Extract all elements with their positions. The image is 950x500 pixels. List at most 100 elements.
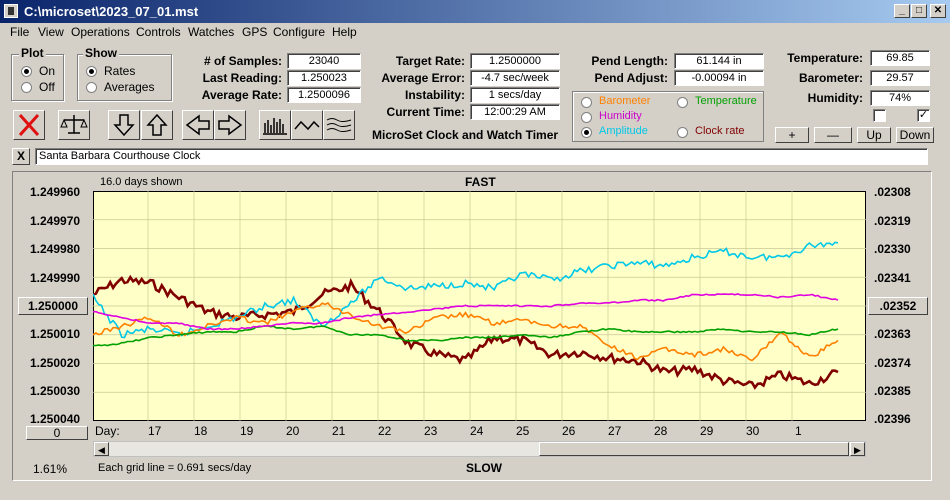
y-left-tick: 1.250040 xyxy=(30,412,81,426)
days-shown: 16.0 days shown xyxy=(100,176,183,188)
samples-label: # of Samples: xyxy=(203,54,282,68)
series-humidity-radio[interactable] xyxy=(581,112,592,123)
down-arrow-button[interactable] xyxy=(108,110,140,140)
menu-gps[interactable]: GPS xyxy=(242,25,268,39)
x-tick: 30 xyxy=(746,424,760,438)
plus-button[interactable]: + xyxy=(775,127,809,143)
amplitude-center-button[interactable]: .02352 xyxy=(868,297,928,315)
slow-label: SLOW xyxy=(466,461,502,475)
plot-off-label: Off xyxy=(39,80,55,94)
series-line xyxy=(93,301,839,362)
y-right-tick: .02308 xyxy=(874,185,911,199)
minimize-button[interactable]: _ xyxy=(894,4,910,18)
day-label: Day: xyxy=(95,424,120,438)
pend-adjust-label: Pend Adjust: xyxy=(594,71,668,85)
arrow-right-icon xyxy=(218,114,243,136)
right-arrow-button[interactable] xyxy=(214,110,246,140)
y-right-tick: .02374 xyxy=(874,356,911,370)
rate-chart xyxy=(93,191,866,421)
plot-panel xyxy=(12,171,932,481)
series-selector xyxy=(572,91,764,142)
series-clock-rate-radio[interactable] xyxy=(677,127,688,138)
show-averages-label: Averages xyxy=(104,80,155,94)
horizontal-scrollbar[interactable]: ◀ ▶ xyxy=(93,441,866,457)
menu-help[interactable]: Help xyxy=(332,25,357,39)
plot-off-radio[interactable] xyxy=(21,82,32,93)
app-icon xyxy=(4,4,18,18)
y-left-tick: 1.249990 xyxy=(30,271,81,285)
show-averages-radio[interactable] xyxy=(86,82,97,93)
barometer-value: 29.57 xyxy=(870,70,930,86)
x-tick: 27 xyxy=(608,424,622,438)
y-left-tick: 1.249960 xyxy=(30,185,81,199)
window-title: C:\microset\2023_07_01.mst xyxy=(24,4,199,19)
stop-button[interactable] xyxy=(13,110,45,140)
menu-configure[interactable]: Configure xyxy=(273,25,326,39)
down-button[interactable]: Down xyxy=(896,127,934,143)
x-tick: 17 xyxy=(148,424,162,438)
balance-button[interactable] xyxy=(58,110,90,140)
y-right-tick: .02319 xyxy=(874,214,911,228)
y-right-tick: .02385 xyxy=(874,384,911,398)
y-left-tick: 1.250010 xyxy=(30,327,81,341)
show-rates-label: Rates xyxy=(104,64,136,78)
bar-graph-button[interactable] xyxy=(259,110,291,140)
menu-watches[interactable]: Watches xyxy=(188,25,235,39)
series-temperature-radio[interactable] xyxy=(677,97,688,108)
avg-rate-value: 1.2500096 xyxy=(287,87,361,103)
show-group-title: Show xyxy=(83,46,119,60)
up-arrow-button[interactable] xyxy=(141,110,173,140)
current-time-label: Current Time: xyxy=(386,105,465,119)
menu-controls[interactable]: Controls xyxy=(136,25,181,39)
balance-scale-icon xyxy=(60,115,88,134)
zero-button[interactable]: 0 xyxy=(26,426,88,440)
x-tick: 25 xyxy=(516,424,530,438)
clock-name-field[interactable]: Santa Barbara Courthouse Clock xyxy=(35,148,928,165)
plot-on-label: On xyxy=(39,64,56,78)
plot-group-title: Plot xyxy=(19,46,46,60)
series-amplitude-radio[interactable] xyxy=(581,127,592,138)
menu-file[interactable]: File xyxy=(10,25,30,39)
scroll-left-icon[interactable]: ◀ xyxy=(94,442,109,456)
menu-operations[interactable]: Operations xyxy=(71,25,130,39)
checkbox-2[interactable]: ✓ xyxy=(917,109,930,122)
x-tick: 24 xyxy=(470,424,484,438)
menu-bar: File View Operations Controls Watches GP… xyxy=(0,23,950,42)
x-tick: 21 xyxy=(332,424,346,438)
series-line xyxy=(93,274,839,390)
scroll-right-icon[interactable]: ▶ xyxy=(850,442,865,456)
maximize-button[interactable]: □ xyxy=(911,4,927,18)
series-amplitude-label: Amplitude xyxy=(599,125,648,137)
y-right-tick: .02363 xyxy=(874,327,911,341)
series-clock-rate-label: Clock rate xyxy=(695,125,745,137)
checkbox-1[interactable] xyxy=(873,109,886,122)
scroll-thumb[interactable] xyxy=(539,442,849,456)
clear-clock-button[interactable]: X xyxy=(12,148,30,165)
up-button[interactable]: Up xyxy=(857,127,891,143)
center-rate-button[interactable]: 1.250000 xyxy=(18,297,88,315)
series-line xyxy=(93,241,839,339)
minus-button[interactable]: — xyxy=(814,127,852,143)
wave-button[interactable] xyxy=(291,110,323,140)
plot-on-radio[interactable] xyxy=(21,66,32,77)
left-arrow-button[interactable] xyxy=(182,110,214,140)
multi-wave-icon xyxy=(326,118,352,132)
series-temperature-label: Temperature xyxy=(695,95,757,107)
temperature-value: 69.85 xyxy=(870,50,930,66)
close-button[interactable]: ✕ xyxy=(930,4,946,18)
show-rates-radio[interactable] xyxy=(86,66,97,77)
app-caption: MicroSet Clock and Watch Timer xyxy=(372,128,559,142)
last-reading-value: 1.250023 xyxy=(287,70,361,86)
menu-view[interactable]: View xyxy=(38,25,64,39)
series-barometer-radio[interactable] xyxy=(581,97,592,108)
y-left-tick: 1.250020 xyxy=(30,356,81,370)
arrow-left-icon xyxy=(185,114,210,136)
multi-wave-button[interactable] xyxy=(323,110,355,140)
x-tick: 29 xyxy=(700,424,714,438)
instability-label: Instability: xyxy=(404,88,465,102)
show-group xyxy=(77,54,172,101)
arrow-down-icon xyxy=(113,114,135,137)
target-rate-label: Target Rate: xyxy=(395,54,465,68)
series-line xyxy=(93,293,839,331)
pend-length-label: Pend Length: xyxy=(591,54,668,68)
